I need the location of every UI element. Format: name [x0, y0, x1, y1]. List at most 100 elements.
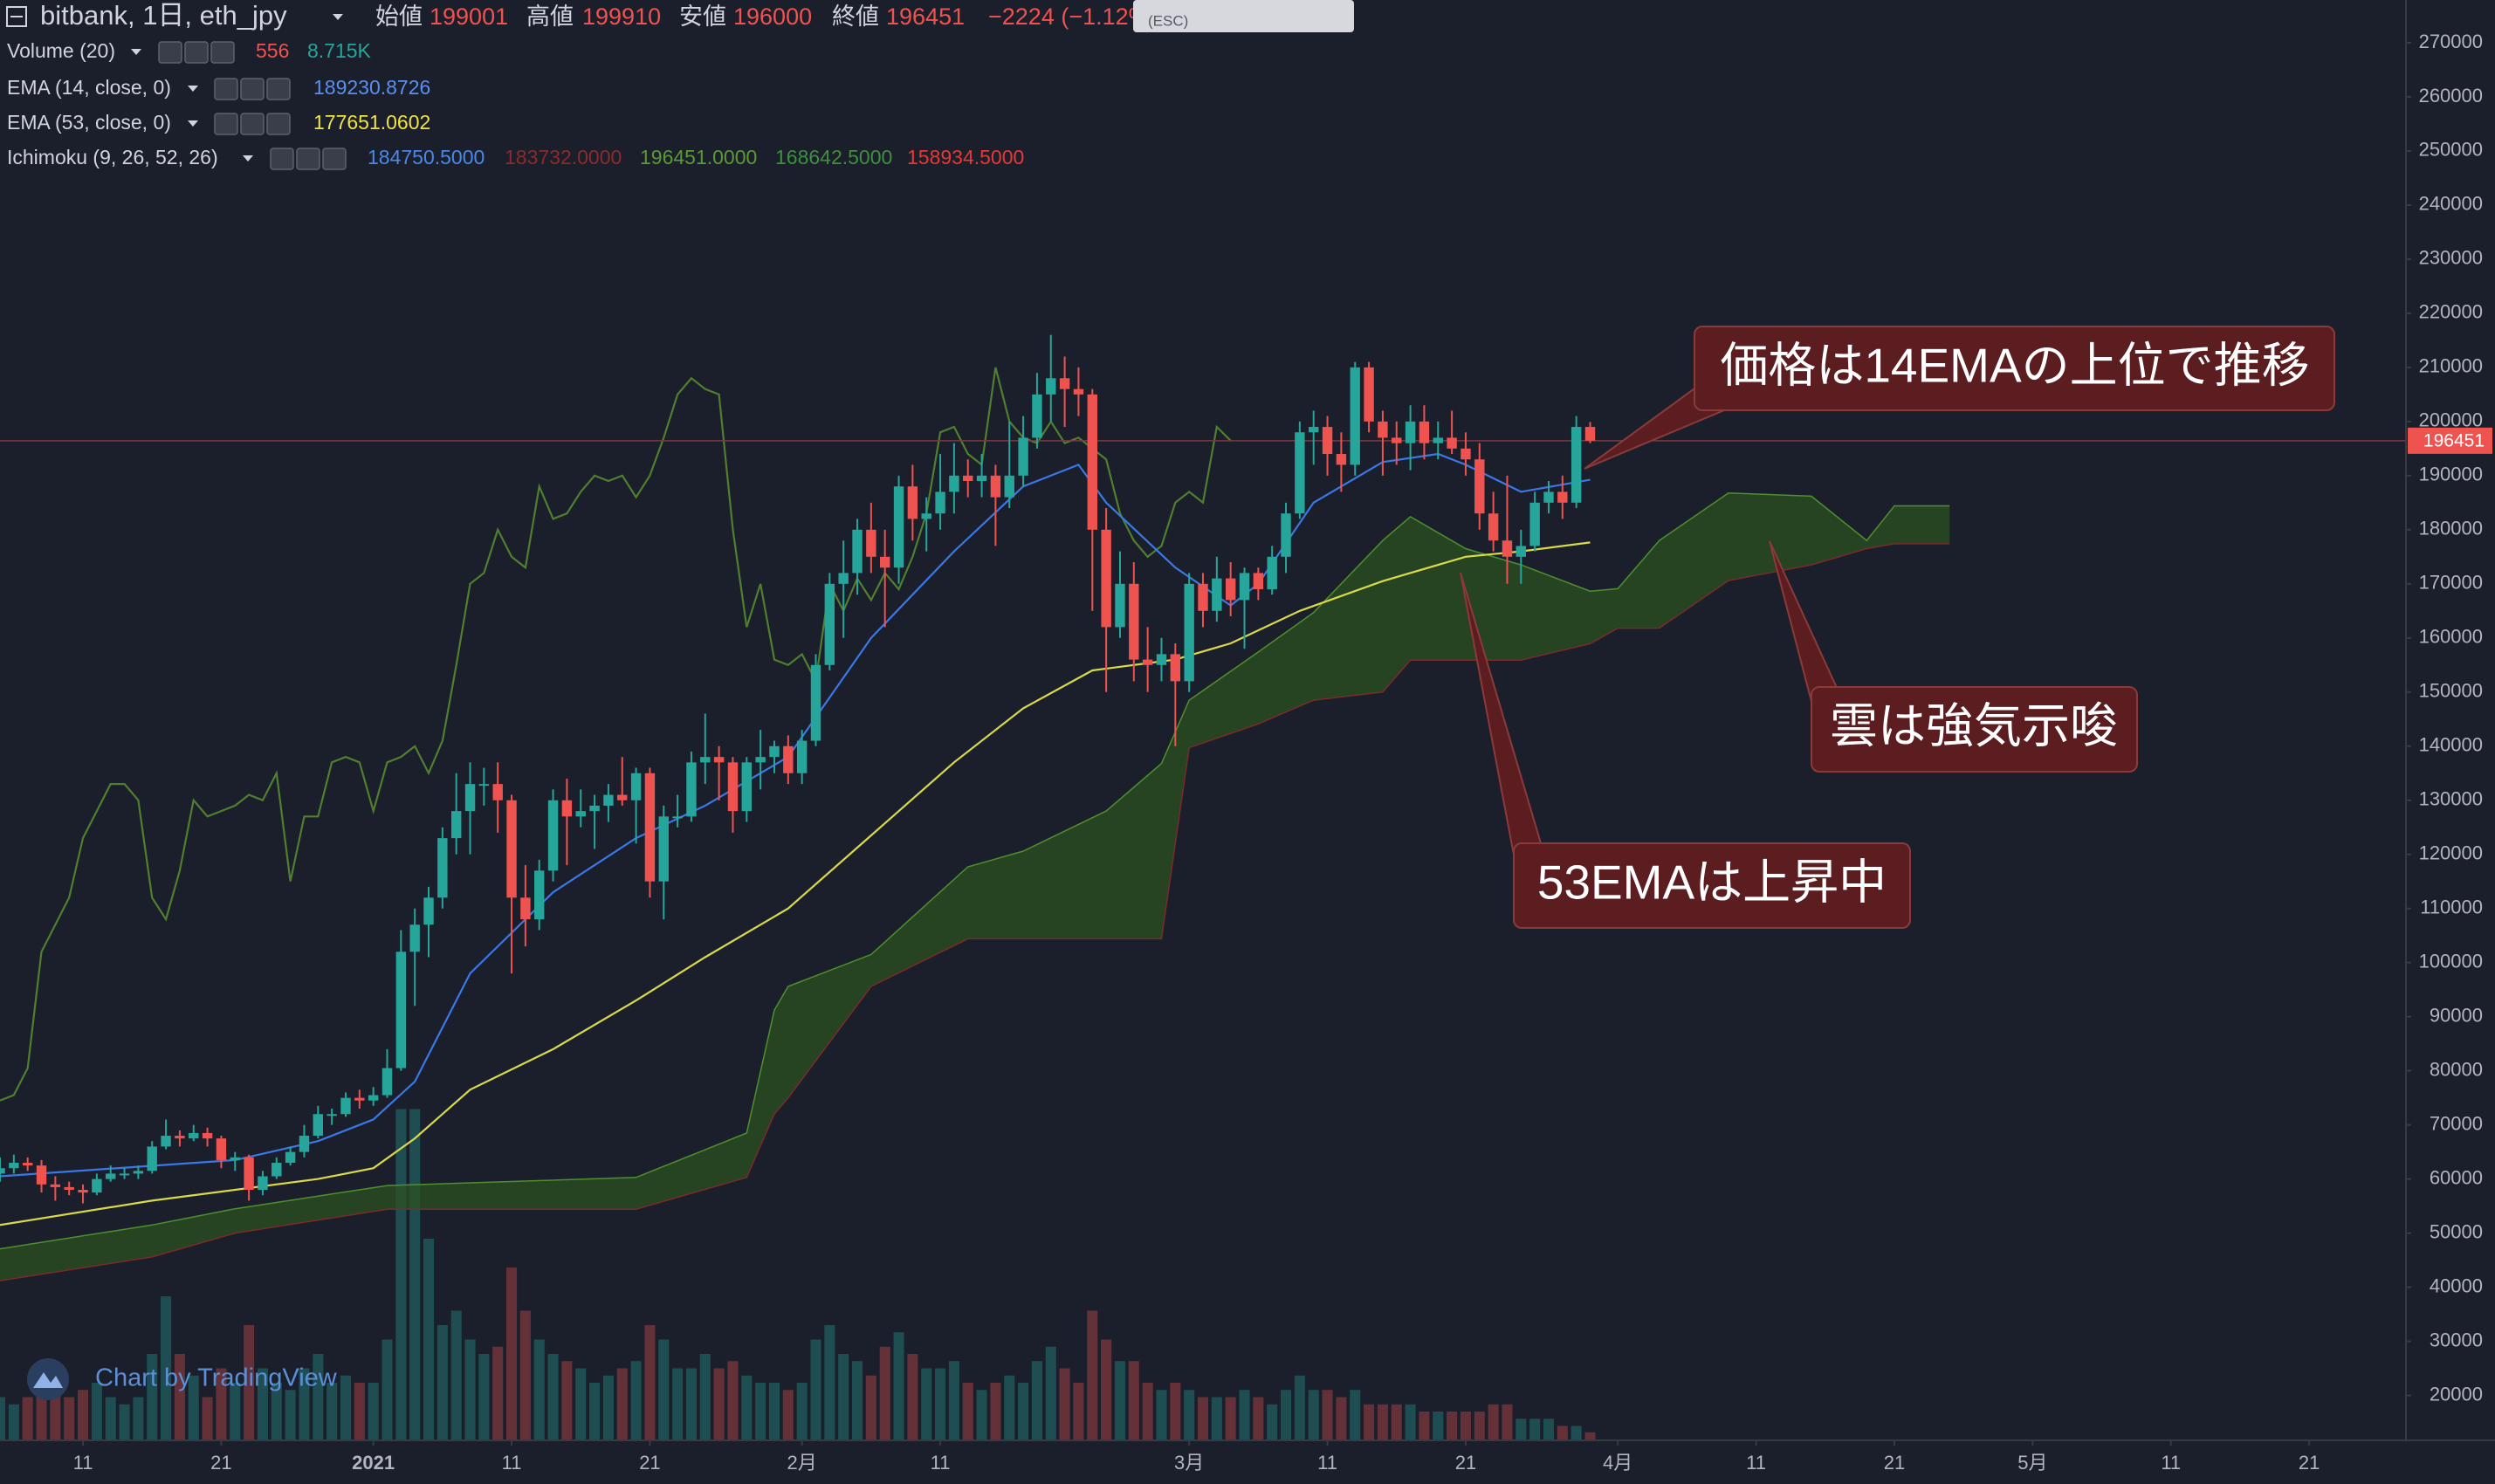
indicator-icon[interactable]: [270, 148, 294, 170]
volume-bar: [1516, 1419, 1527, 1440]
volume-bar: [91, 1383, 102, 1440]
volume-bar: [1142, 1383, 1153, 1440]
volume-bar: [1087, 1310, 1098, 1440]
indicator-icon[interactable]: [210, 41, 235, 64]
volume-bar: [672, 1368, 684, 1440]
x-tick-label: 11: [73, 1452, 93, 1474]
volume-bar: [1128, 1361, 1139, 1440]
candle-body: [1073, 388, 1084, 395]
indicator-icon[interactable]: [158, 41, 182, 64]
candle-body: [244, 1157, 254, 1191]
indicator-icon[interactable]: [214, 78, 238, 100]
volume-bar: [64, 1397, 75, 1440]
volume-bar: [506, 1268, 518, 1440]
ohlc-label: 高値: [526, 3, 574, 30]
volume-bar: [1101, 1339, 1112, 1440]
volume-bar: [1377, 1404, 1388, 1440]
tooltip-overlay[interactable]: [1133, 0, 1354, 32]
volume-bar: [658, 1339, 670, 1440]
dropdown-caret[interactable]: [243, 155, 253, 161]
candle-body: [1225, 578, 1236, 601]
volume-bar: [409, 1109, 421, 1440]
candle-body: [423, 897, 434, 925]
candle-body: [686, 762, 697, 817]
indicator-icon[interactable]: [266, 78, 291, 100]
x-tick-label: 11: [931, 1452, 951, 1474]
candle-body: [395, 952, 407, 1068]
indicator-value: 184750.5000: [368, 146, 485, 168]
volume-bar: [685, 1368, 697, 1440]
ohlc-label: 始値: [375, 3, 423, 30]
candle-body: [963, 475, 973, 482]
watermark-text: Chart by TradingView: [95, 1364, 338, 1392]
candle-body: [202, 1132, 213, 1139]
candle-body: [1059, 378, 1070, 389]
indicator-value: 168642.5000: [775, 146, 892, 168]
volume-bar: [492, 1346, 504, 1440]
indicator-icon[interactable]: [296, 148, 320, 170]
y-tick-label: 220000: [2419, 301, 2483, 323]
indicator-icon[interactable]: [214, 113, 238, 135]
candle-body: [340, 1097, 351, 1115]
volume-bar: [119, 1404, 130, 1440]
ohlc-value: 196000: [733, 3, 812, 30]
y-tick-label: 160000: [2419, 626, 2483, 648]
candle-body: [106, 1173, 116, 1179]
indicator-icon[interactable]: [184, 41, 209, 64]
y-tick-label: 200000: [2419, 409, 2483, 431]
candle-body: [1529, 502, 1540, 546]
volume-bar: [1571, 1426, 1582, 1440]
dropdown-caret[interactable]: [131, 49, 141, 55]
candle-body: [1239, 573, 1250, 601]
indicator-legend: Volume (20) 556 8.715K EMA (14, close, 0) 18…: [7, 39, 1024, 170]
candle-body: [990, 475, 1001, 498]
volume-bar: [22, 1397, 33, 1440]
candle-body: [672, 816, 683, 819]
annotation: 雲は強気示唆: [1769, 540, 2138, 773]
candle-body: [1004, 475, 1014, 498]
indicator-icon[interactable]: [266, 113, 291, 135]
last-price-tag: [2408, 427, 2492, 454]
volume-bar: [50, 1390, 61, 1440]
volume-bar: [326, 1383, 338, 1440]
dropdown-caret[interactable]: [188, 120, 198, 127]
volume-bar: [340, 1375, 351, 1440]
candle-body: [1198, 583, 1208, 611]
indicator-icon[interactable]: [240, 113, 265, 135]
candle-body: [1488, 513, 1499, 541]
collapse-icon[interactable]: [6, 6, 27, 27]
volume-bar: [824, 1325, 835, 1440]
dropdown-caret[interactable]: [333, 14, 343, 20]
volume-bar: [216, 1368, 227, 1440]
volume-bar: [0, 1397, 6, 1440]
candle-body: [313, 1114, 324, 1137]
candle-body: [534, 870, 545, 920]
candle-body: [617, 794, 628, 800]
indicator-icon[interactable]: [240, 78, 265, 100]
candle-body: [9, 1163, 19, 1169]
dropdown-caret[interactable]: [188, 86, 198, 92]
y-tick-label: 270000: [2419, 31, 2483, 52]
candle-body: [1184, 583, 1194, 682]
candle-body: [713, 757, 725, 763]
indicator-icon[interactable]: [322, 148, 347, 170]
annotation: 53EMAは上昇中: [1460, 572, 1911, 929]
volume-bar: [755, 1383, 766, 1440]
volume-bar: [299, 1368, 310, 1440]
volume-bar: [962, 1383, 973, 1440]
candle-body: [1281, 513, 1291, 557]
candle-body: [1571, 427, 1582, 503]
candle-body: [949, 475, 959, 492]
candle-body: [852, 529, 863, 574]
candle-body: [520, 897, 531, 920]
volume-bar: [810, 1339, 821, 1440]
volume-bar: [1197, 1397, 1209, 1440]
header: bitbank, 1日, eth_jpy 始値 199001 高値 199910…: [6, 0, 1354, 32]
candle-body: [133, 1171, 144, 1174]
candle-body: [478, 784, 490, 787]
volume-bar: [1073, 1383, 1084, 1440]
candle-body: [755, 757, 766, 763]
candle-body: [50, 1184, 61, 1187]
annotation-text: 雲は強気示唆: [1830, 699, 2118, 753]
candle-body: [1309, 427, 1319, 433]
